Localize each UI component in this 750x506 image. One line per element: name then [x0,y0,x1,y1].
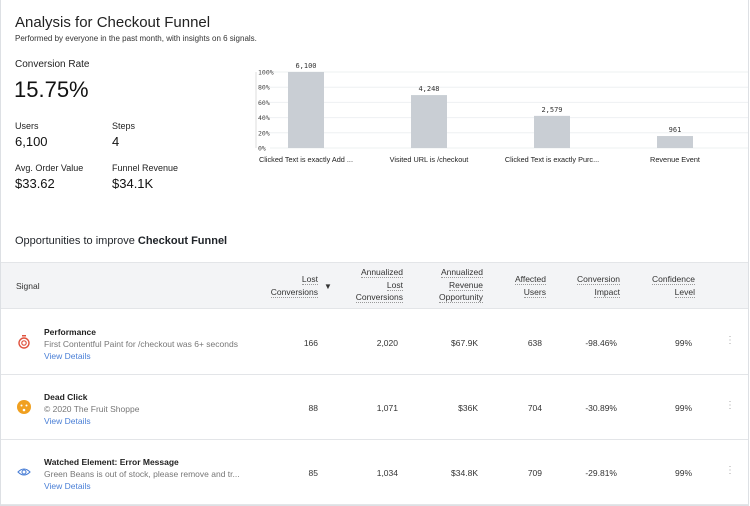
cell-4: -29.81% [585,468,617,478]
eye-icon [17,465,31,479]
table-row[interactable]: Performance First Contentful Paint for /… [1,310,748,375]
cell-0: 88 [308,403,318,413]
more-options-icon[interactable]: ⋮ [725,335,735,346]
bar-data-label: 2,579 [541,106,562,114]
signal-title: Performance [44,327,96,337]
funnel-bar [411,95,447,148]
category-label: Clicked Text is exactly Purc... [505,155,599,164]
cell-3: 638 [527,338,542,348]
cell-3: 704 [527,403,542,413]
opportunities-title-prefix: Opportunities to improve [15,235,138,247]
signal-title: Dead Click [44,392,88,402]
signal-header: Signal [16,281,40,291]
column-header-line: Lost [386,279,403,291]
column-header-line: Affected [514,274,546,285]
column-header-0[interactable]: Lost Conversions [270,273,318,298]
steps-label: Steps [112,121,136,131]
column-header-line: Conversions [355,292,403,303]
y-tick-label: 0% [258,145,266,153]
cell-2: $34.8K [451,468,478,478]
column-header-line: Opportunity [439,292,483,303]
cell-3: 709 [527,468,542,478]
column-header-line: Conversions [270,286,318,298]
column-header-5[interactable]: Confidence Level [651,273,695,298]
bar-data-label: 961 [669,126,682,134]
bar-data-label: 4,248 [418,85,439,93]
column-header-line: Annualized [440,267,483,278]
y-tick-label: 60% [258,99,270,107]
aov-label: Avg. Order Value [15,163,84,173]
cell-0: 166 [303,338,318,348]
sort-desc-icon[interactable]: ▼ [324,282,332,291]
conversion-rate-value: 15.75% [14,77,89,102]
dead-face-icon [17,400,31,414]
stopwatch-icon [17,335,31,349]
column-header-line: Conversion [577,274,620,285]
opportunities-title: Opportunities to improve Checkout Funnel [15,235,227,247]
users-value: 6,100 [15,134,48,149]
cell-2: $67.9K [451,338,478,348]
column-header-line: Annualized [360,267,403,278]
column-header-2[interactable]: Annualized Revenue Opportunity [439,266,483,304]
view-details-link[interactable]: View Details [44,416,91,426]
column-header-4[interactable]: Conversion Impact [577,273,620,298]
funnel-bar [657,136,693,148]
cell-5: 99% [674,403,692,413]
view-details-link[interactable]: View Details [44,351,91,361]
cell-4: -98.46% [585,338,617,348]
cell-0: 85 [308,468,318,478]
page-title: Analysis for Checkout Funnel [15,14,211,31]
aov-value: $33.62 [15,176,55,191]
column-header-3[interactable]: Affected Users [514,273,546,298]
conversion-rate-label: Conversion Rate [15,59,90,70]
column-header-line: Level [674,286,695,298]
column-header-line: Users [523,286,546,298]
cell-1: 1,034 [376,468,398,478]
y-tick-label: 100% [258,69,274,77]
column-header-line: Lost [301,274,318,285]
signal-description: First Contentful Paint for /checkout was… [44,339,238,349]
more-options-icon[interactable]: ⋮ [725,400,735,411]
funnel-chart: 0% 20% 40% 60% 80% 100% 6,100 Clicked Text is e… [255,62,748,164]
y-tick-label: 40% [258,114,270,122]
more-options-icon[interactable]: ⋮ [725,465,735,476]
column-header-line: Impact [594,286,620,298]
table-row[interactable]: Dead Click © 2020 The Fruit Shoppe View … [1,375,748,440]
signal-description: © 2020 The Fruit Shoppe [44,404,140,414]
category-label: Clicked Text is exactly Add ... [259,155,353,164]
table-row[interactable]: Watched Element: Error Message Green Bea… [1,440,748,505]
column-header-line: Confidence [651,274,695,285]
steps-value: 4 [112,134,120,149]
y-tick-label: 80% [258,84,270,92]
column-header-1[interactable]: Annualized Lost Conversions [355,266,403,304]
page-subtitle: Performed by everyone in the past month,… [15,34,257,43]
cell-2: $36K [458,403,478,413]
funnel-revenue-value: $34.1K [112,176,154,191]
cell-5: 99% [674,468,692,478]
category-label: Visited URL is /checkout [390,155,469,164]
view-details-link[interactable]: View Details [44,481,91,491]
users-label: Users [15,121,39,131]
signal-description: Green Beans is out of stock, please remo… [44,469,240,479]
opportunities-title-funnel: Checkout Funnel [137,235,228,247]
signal-title: Watched Element: Error Message [44,457,179,467]
funnel-revenue-label: Funnel Revenue [112,163,179,173]
cell-5: 99% [674,338,692,348]
category-label: Revenue Event [650,155,700,164]
cell-1: 1,071 [376,403,398,413]
cell-4: -30.89% [585,403,617,413]
column-header-line: Revenue [448,279,483,291]
cell-1: 2,020 [376,338,398,348]
y-tick-label: 20% [258,129,270,137]
funnel-bar [288,72,324,148]
table-header: Signal Lost Conversions Annualized Lost Conv… [1,262,748,309]
bar-data-label: 6,100 [295,62,316,70]
funnel-bar [534,115,570,148]
